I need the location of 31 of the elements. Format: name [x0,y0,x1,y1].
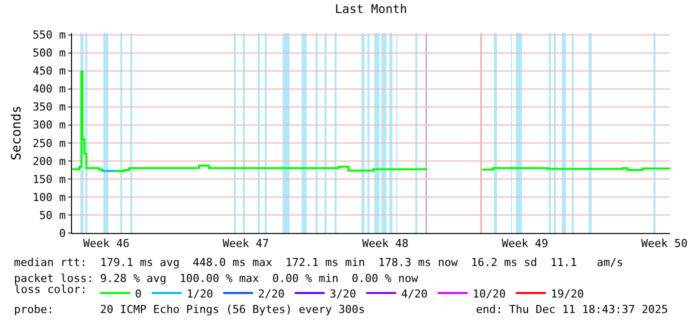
chart-title: Last Month [334,2,408,16]
x-tick-label: Week 50 [641,237,688,250]
text: end: Thu Dec 11 18:43:37 2025 [476,303,668,316]
y-tick-label: 550 m [32,28,66,42]
y-tick-label: 450 m [32,64,66,78]
legend-label: 2/20 [258,287,285,300]
text: packet loss: 9.28 % avg 100.00 % max 0.00 % min 0.00 % now [14,272,418,285]
legend-label: 4/20 [401,287,428,300]
y-axis-title: Seconds [10,106,25,160]
legend-label: 10/20 [472,287,506,300]
y-tick-label: 500 m [32,46,66,60]
legend-label: 3/20 [330,287,356,300]
legend-label: 0 [135,287,142,300]
y-tick-label: 400 m [32,82,66,96]
legend-label: 1/20 [186,287,214,300]
legend-label: 19/20 [550,287,584,300]
x-tick-label: Week 48 [362,237,409,250]
y-tick-label: 150 m [32,172,66,186]
y-tick-label: 50 m [39,208,66,222]
legend-title: loss color: [14,282,88,296]
y-tick-label: 350 m [32,100,66,114]
y-tick-label: 200 m [32,154,66,168]
y-tick-label: 0 [59,226,66,240]
x-tick-label: Week 47 [222,237,269,250]
y-tick-label: 250 m [32,136,66,150]
y-tick-label: 300 m [32,118,66,132]
y-tick-label: 100 m [32,190,66,204]
x-tick-label: Week 46 [83,237,130,250]
text: median rtt: 179.1 ms avg 448.0 ms max 172.1 ms min 178.3 ms now 16.2 ms sd 11.1 am/s [14,256,624,269]
text: probe: 20 ICMP Echo Pings (56 Bytes) every 300s [14,303,365,316]
x-tick-label: Week 49 [502,237,548,250]
